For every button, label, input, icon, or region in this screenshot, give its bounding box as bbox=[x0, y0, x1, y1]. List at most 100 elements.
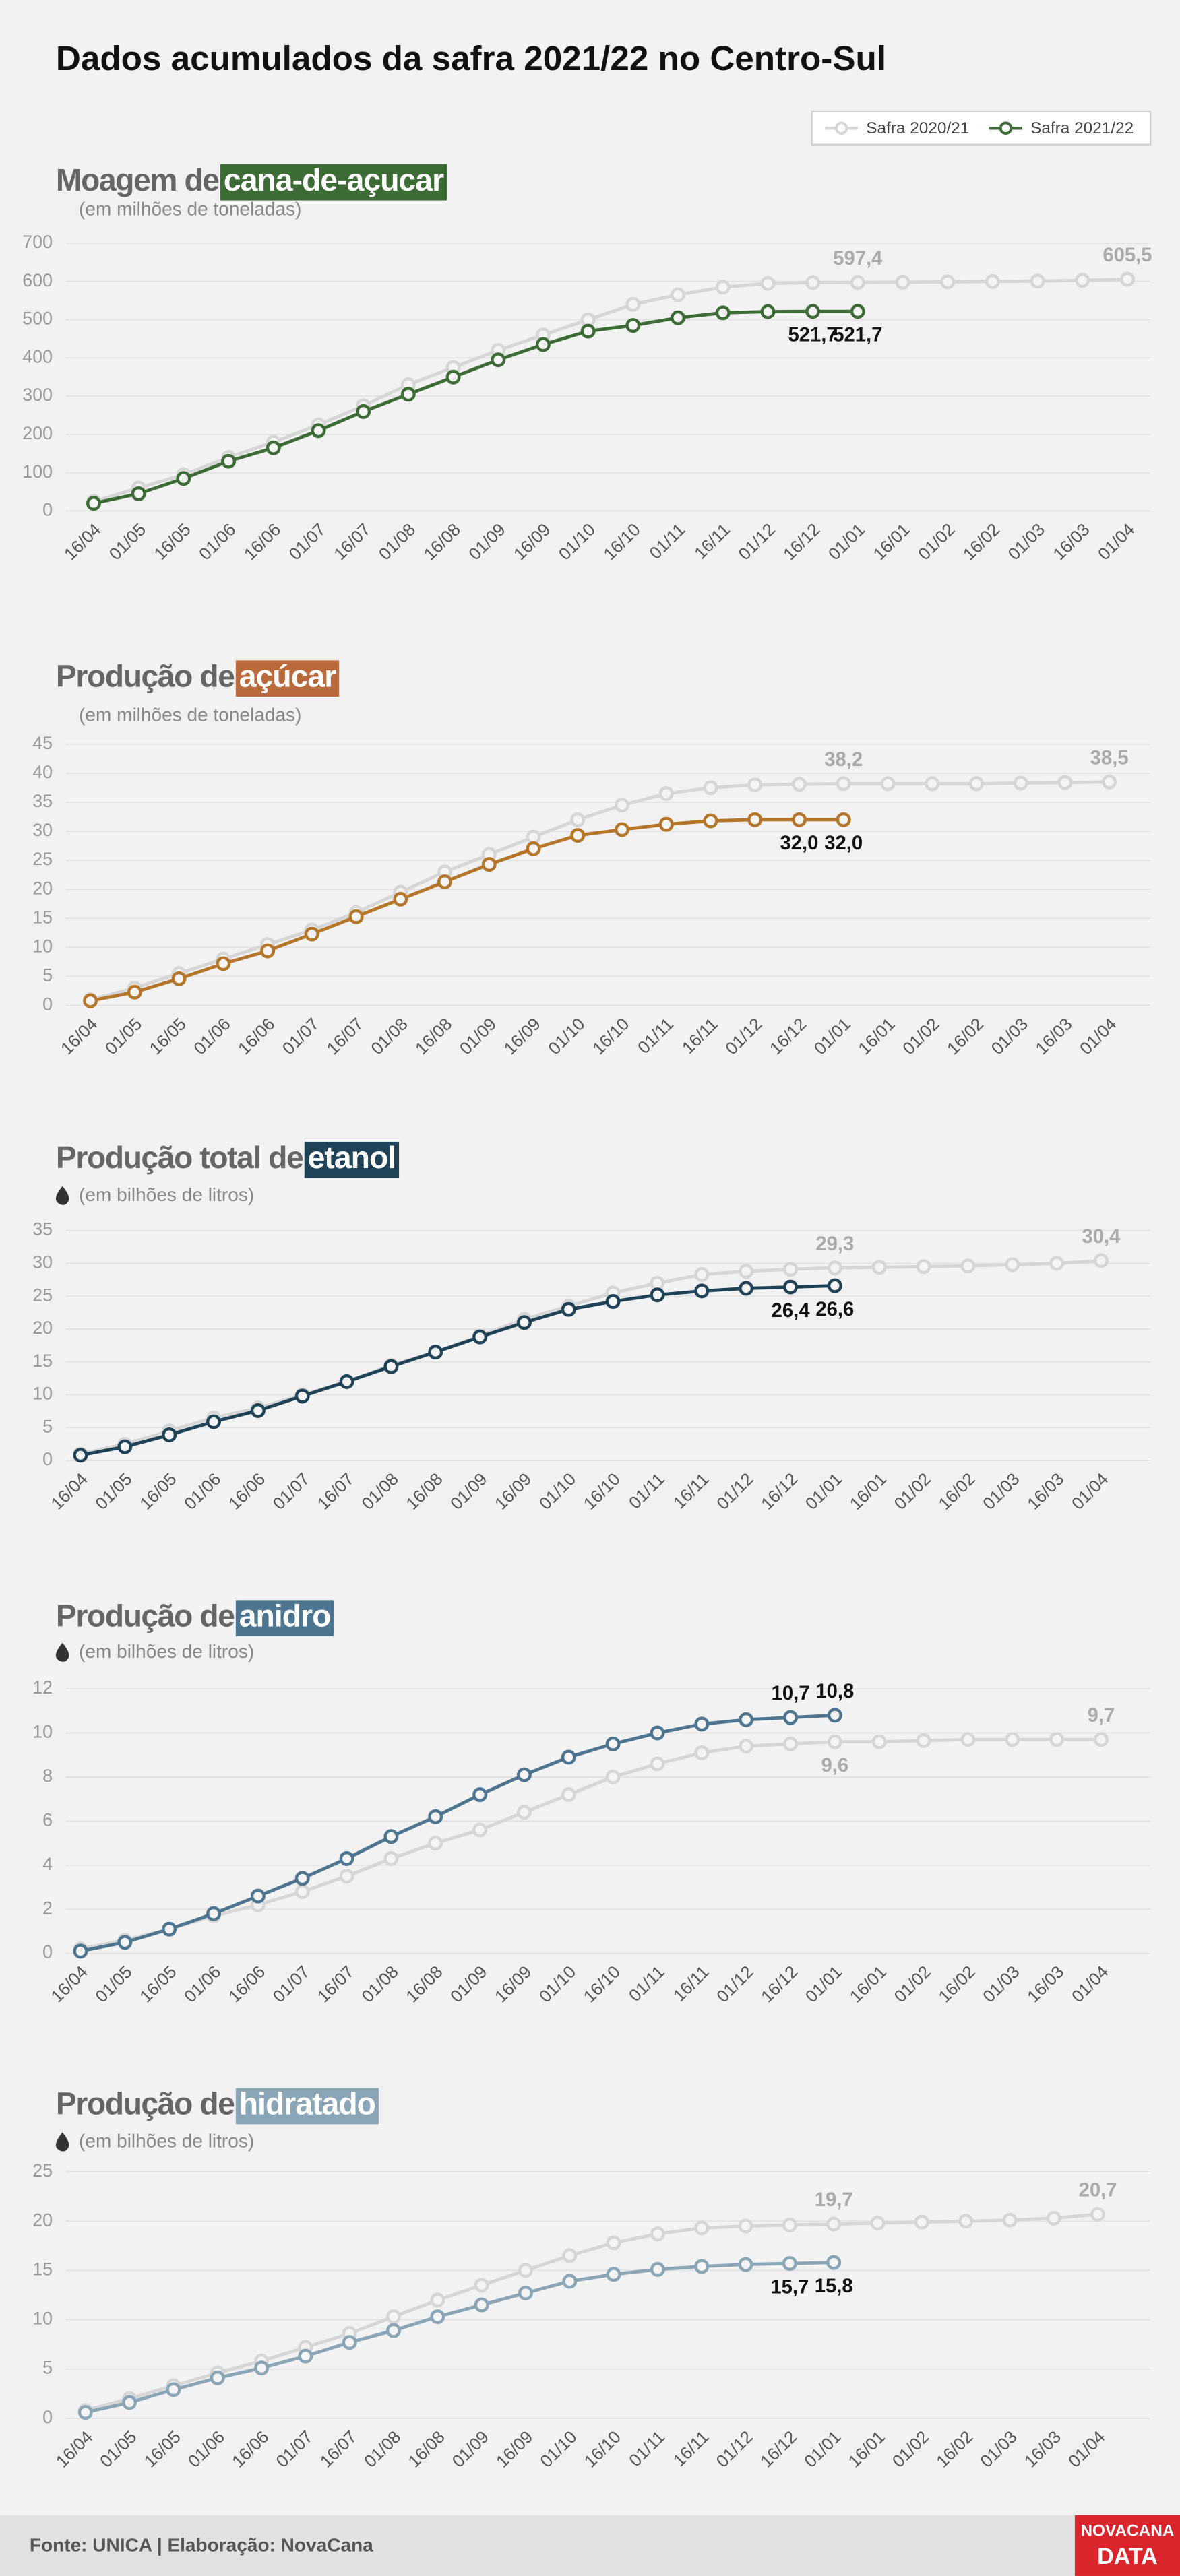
y-tick-label: 0 bbox=[42, 500, 53, 520]
series-marker bbox=[671, 287, 685, 302]
series-marker bbox=[561, 1749, 576, 1765]
panel-subtitle: (em bilhões de litros) bbox=[79, 1184, 254, 1205]
series-marker bbox=[386, 2309, 401, 2325]
series-marker bbox=[694, 2259, 710, 2274]
y-tick-label: 0 bbox=[42, 1449, 53, 1469]
data-label: 521,7 bbox=[833, 325, 882, 346]
series-marker bbox=[1049, 1256, 1065, 1271]
panel-title: Produção total de bbox=[56, 1140, 303, 1175]
data-label: 10,7 bbox=[772, 1683, 810, 1704]
series-marker bbox=[122, 2395, 137, 2410]
series-marker bbox=[916, 1259, 931, 1275]
series-marker bbox=[605, 1294, 621, 1309]
y-tick-label: 0 bbox=[42, 1942, 53, 1962]
series-marker bbox=[836, 776, 851, 792]
data-label: 26,4 bbox=[772, 1300, 811, 1322]
series-marker bbox=[400, 387, 416, 402]
legend-marker bbox=[999, 121, 1013, 135]
y-tick-label: 5 bbox=[42, 965, 53, 986]
series-marker bbox=[73, 1943, 88, 1959]
series-marker bbox=[914, 2214, 929, 2230]
series-marker bbox=[210, 2370, 225, 2385]
series-marker bbox=[694, 1283, 710, 1299]
series-marker bbox=[605, 1736, 621, 1751]
series-marker bbox=[518, 2286, 533, 2300]
series-marker bbox=[1030, 273, 1045, 289]
series-marker bbox=[86, 496, 101, 511]
series-marker bbox=[791, 777, 807, 792]
drop-icon bbox=[55, 1642, 69, 1662]
series-marker bbox=[1057, 775, 1073, 790]
y-tick-label: 25 bbox=[32, 1285, 53, 1305]
series-marker bbox=[570, 812, 586, 827]
panel-subtitle: (em milhões de toneladas) bbox=[79, 199, 301, 220]
series-line bbox=[80, 1259, 1102, 1456]
series-marker bbox=[827, 1734, 842, 1749]
data-label: 9,6 bbox=[821, 1755, 849, 1776]
series-marker bbox=[1005, 1257, 1020, 1273]
series-marker bbox=[311, 423, 326, 439]
series-marker bbox=[1075, 273, 1090, 288]
series-marker bbox=[791, 812, 807, 827]
data-label: 15,8 bbox=[815, 2276, 853, 2297]
series-marker bbox=[298, 2348, 313, 2364]
series-marker bbox=[518, 2263, 533, 2278]
y-tick-label: 10 bbox=[32, 1384, 53, 1404]
y-tick-label: 20 bbox=[32, 878, 53, 898]
y-tick-label: 20 bbox=[32, 1318, 53, 1338]
series-marker bbox=[703, 780, 718, 796]
series-marker bbox=[783, 1279, 798, 1295]
series-line bbox=[80, 1284, 835, 1457]
footer-band bbox=[0, 2515, 1180, 2576]
panel-subtitle: (em milhões de toneladas) bbox=[79, 705, 301, 726]
series-marker bbox=[348, 909, 364, 924]
series-marker bbox=[694, 1745, 710, 1760]
series-marker bbox=[481, 857, 497, 872]
series-marker bbox=[1093, 1253, 1109, 1268]
series-marker bbox=[1005, 1732, 1020, 1747]
series-marker bbox=[304, 926, 319, 942]
y-tick-label: 30 bbox=[32, 820, 53, 840]
series-marker bbox=[968, 776, 984, 792]
series-marker bbox=[694, 1267, 710, 1282]
series-marker bbox=[430, 2309, 445, 2325]
panel-subtitle: (em bilhões de litros) bbox=[79, 2131, 254, 2152]
data-label: 521,7 bbox=[788, 325, 838, 346]
series-marker bbox=[658, 816, 674, 832]
y-tick-label: 8 bbox=[42, 1766, 53, 1786]
panel-title-highlight: anidro bbox=[239, 1598, 331, 1633]
series-marker bbox=[605, 1769, 621, 1784]
series-marker bbox=[294, 1871, 310, 1886]
series-marker bbox=[393, 891, 408, 907]
y-tick-label: 6 bbox=[42, 1809, 53, 1830]
panel-title-highlight: etanol bbox=[308, 1140, 396, 1175]
title-highlight-box bbox=[304, 1141, 400, 1178]
data-label: 29,3 bbox=[815, 1233, 854, 1255]
y-tick-label: 500 bbox=[22, 309, 53, 329]
data-label: 32,0 bbox=[824, 833, 863, 854]
panel-title: Produção de bbox=[56, 1598, 235, 1633]
series-marker bbox=[1013, 775, 1028, 791]
series-marker bbox=[850, 275, 865, 290]
series-marker bbox=[294, 1388, 310, 1404]
series-marker bbox=[783, 1736, 798, 1751]
series-marker bbox=[747, 812, 763, 827]
series-marker bbox=[561, 1787, 576, 1803]
series-marker bbox=[650, 1287, 665, 1303]
legend-label: Safra 2020/21 bbox=[866, 119, 969, 137]
data-label: 32,0 bbox=[780, 833, 818, 854]
y-tick-label: 0 bbox=[42, 994, 53, 1015]
panel-title: Moagem de bbox=[56, 162, 219, 197]
series-marker bbox=[472, 1329, 488, 1345]
series-marker bbox=[491, 352, 506, 368]
title-highlight-box bbox=[235, 2088, 379, 2125]
series-marker bbox=[356, 404, 371, 419]
series-marker bbox=[703, 813, 718, 829]
title-highlight-box bbox=[235, 1600, 334, 1637]
series-marker bbox=[73, 1448, 88, 1463]
y-tick-label: 10 bbox=[32, 2309, 53, 2329]
series-marker bbox=[526, 841, 541, 856]
y-tick-label: 40 bbox=[32, 762, 53, 782]
series-marker bbox=[437, 874, 453, 889]
